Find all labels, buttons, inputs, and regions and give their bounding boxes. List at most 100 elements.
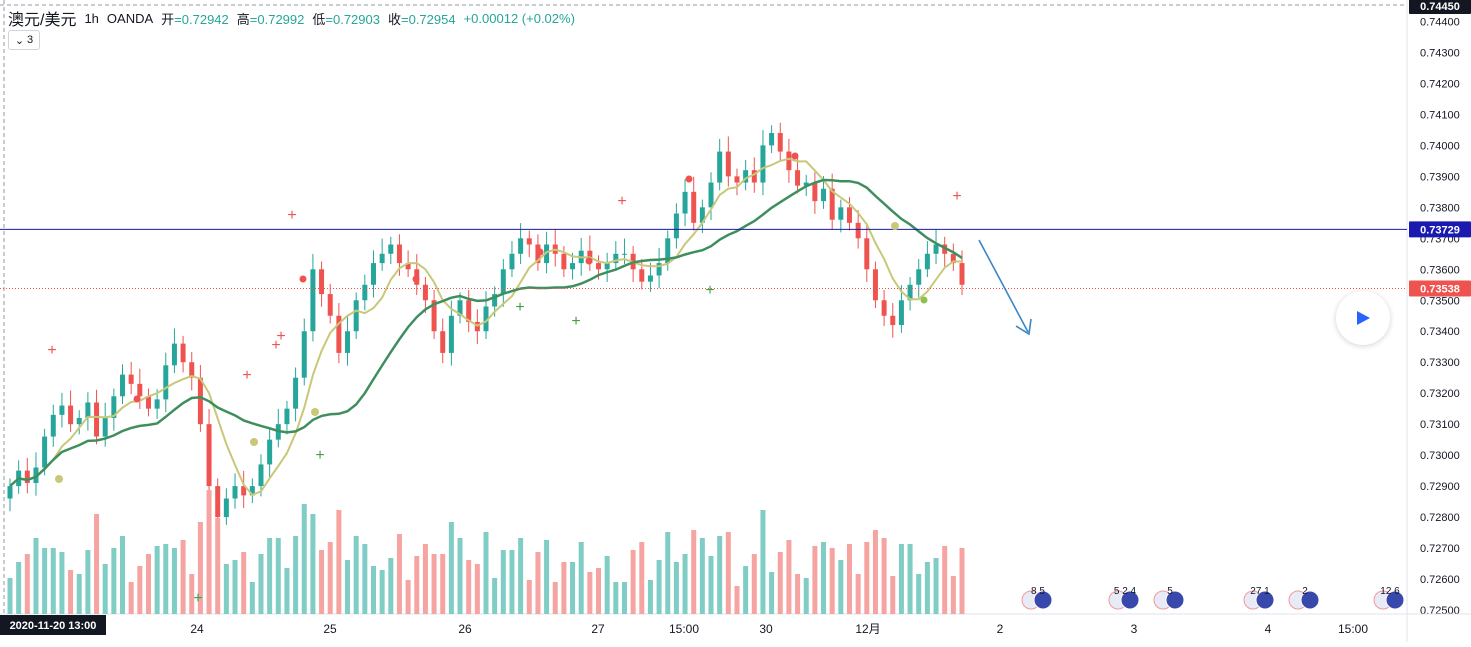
candle-body xyxy=(319,269,325,295)
y-tick-label: 0.73400 xyxy=(1420,326,1460,338)
candle-body xyxy=(717,151,723,183)
volume-bar xyxy=(665,532,671,614)
candle-body xyxy=(154,399,160,409)
volume-bar xyxy=(760,510,766,614)
interval-label[interactable]: 1h xyxy=(84,10,99,26)
candle-body xyxy=(466,300,472,322)
volume-bar xyxy=(950,576,956,614)
candle-body xyxy=(492,294,498,307)
y-tick-label: 0.72700 xyxy=(1420,543,1460,555)
x-tick-label: 2 xyxy=(997,622,1004,636)
volume-bar xyxy=(578,542,584,614)
buy-sell-marker-green: + xyxy=(193,590,202,607)
volume-bar xyxy=(180,540,186,614)
volume-bar xyxy=(42,548,48,614)
volume-bar xyxy=(345,560,351,614)
buy-sell-marker-red: + xyxy=(242,367,251,384)
volume-bar xyxy=(483,532,489,614)
volume-bar xyxy=(708,556,714,614)
buy-sell-marker-red: + xyxy=(287,207,296,224)
candle-body xyxy=(362,284,368,301)
volume-bar xyxy=(924,562,930,614)
y-tick-label: 0.74300 xyxy=(1420,47,1460,59)
high-label: 高 xyxy=(236,11,250,27)
candle-body xyxy=(483,306,489,332)
y-tick-label: 0.73800 xyxy=(1420,202,1460,214)
candle-body xyxy=(440,331,446,353)
ma-slow-line xyxy=(9,178,963,488)
candle-body xyxy=(94,402,100,437)
candle-body xyxy=(284,408,290,425)
volume-bar xyxy=(293,536,299,614)
volume-bar xyxy=(544,540,550,614)
candle-body xyxy=(223,498,229,518)
volume-bar xyxy=(362,544,368,614)
candle-body xyxy=(370,263,376,285)
flag-icon xyxy=(1120,590,1140,610)
scroll-to-realtime-button[interactable] xyxy=(1336,291,1390,345)
y-tick-label: 0.72500 xyxy=(1420,605,1460,617)
volume-bar xyxy=(933,558,939,614)
y-tick-label: 0.74200 xyxy=(1420,78,1460,90)
y-tick-label: 0.73300 xyxy=(1420,357,1460,369)
volume-bar xyxy=(838,560,844,614)
candle-body xyxy=(249,486,255,496)
chart-legend: 澳元/美元 1h OANDA 开=0.72942 高=0.72992 低=0.7… xyxy=(8,6,575,30)
candle-body xyxy=(855,222,861,239)
candle-body xyxy=(950,253,956,264)
candle-body xyxy=(42,436,48,468)
crosshair-price-badge xyxy=(1409,0,1471,14)
candle-body xyxy=(673,213,679,239)
volume-bar xyxy=(232,560,238,614)
symbol-name[interactable]: 澳元/美元 xyxy=(8,12,77,29)
candle-body xyxy=(267,439,273,465)
volume-bar xyxy=(379,570,385,614)
level-price-badge xyxy=(1409,221,1471,238)
volume-bar xyxy=(699,538,705,614)
open-label: 开 xyxy=(161,11,175,27)
candle-body xyxy=(509,253,515,270)
volume-bar xyxy=(440,554,446,614)
candle-body xyxy=(829,188,835,220)
buy-sell-marker-red: + xyxy=(47,342,56,359)
candle-body xyxy=(725,151,731,177)
volume-bar xyxy=(310,514,316,614)
volume-bar xyxy=(898,544,904,614)
volume-bar xyxy=(959,548,965,614)
volume-bar xyxy=(388,558,394,614)
candle-body xyxy=(751,170,757,183)
volume-bar xyxy=(206,490,212,614)
last-price-badge-text: 0.73538 xyxy=(1420,283,1460,295)
volume-bar xyxy=(327,542,333,614)
volume-bar xyxy=(526,580,532,614)
signal-dot-green xyxy=(920,296,928,304)
volume-bar xyxy=(94,514,100,614)
candle-body xyxy=(812,182,818,202)
volume-bar xyxy=(102,564,108,614)
volume-bar xyxy=(864,542,870,614)
close-value: =0.72954 xyxy=(401,11,456,27)
buy-sell-marker-red: + xyxy=(271,337,280,354)
volume-bar xyxy=(111,548,117,614)
volume-bar xyxy=(189,574,195,614)
candle-body xyxy=(656,263,662,276)
volume-bar xyxy=(59,552,65,614)
volume-bar xyxy=(284,568,290,614)
candle-body xyxy=(128,374,134,384)
candle-body xyxy=(691,191,697,223)
candle-body xyxy=(457,300,463,316)
volume-bar xyxy=(258,554,264,614)
candle-body xyxy=(293,377,299,409)
candle-body xyxy=(206,424,212,487)
x-tick-label: 24 xyxy=(190,622,204,636)
volume-bar xyxy=(353,536,359,614)
y-tick-label: 0.73900 xyxy=(1420,171,1460,183)
candle-body xyxy=(197,377,203,425)
volume-bar xyxy=(795,574,801,614)
buy-sell-marker-red: + xyxy=(276,328,285,345)
indicators-toggle[interactable]: ⌄ 3 xyxy=(8,30,40,50)
candle-body xyxy=(898,300,904,326)
open-value: =0.72942 xyxy=(174,11,229,27)
